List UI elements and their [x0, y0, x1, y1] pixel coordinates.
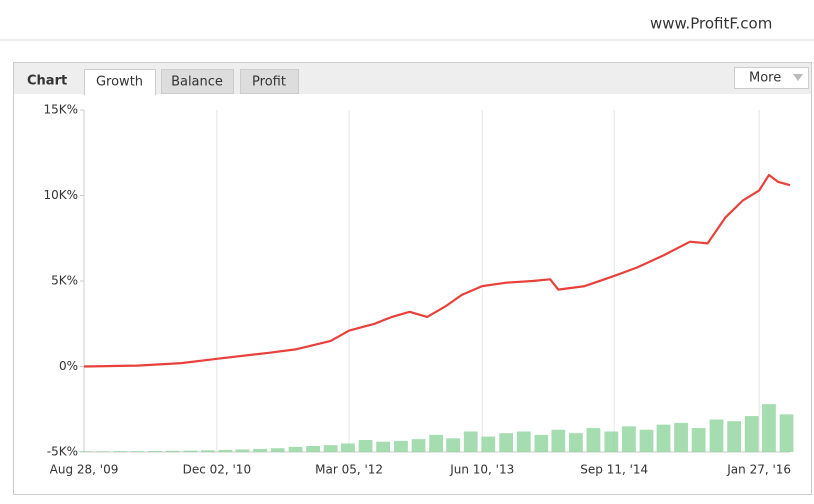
bar: [744, 416, 759, 452]
bar: [288, 446, 303, 452]
tab-label[interactable]: Growth: [96, 75, 143, 90]
tab[interactable]: [240, 69, 299, 94]
bar: [534, 434, 549, 452]
tab-label[interactable]: Balance: [171, 75, 223, 90]
bar: [218, 449, 233, 452]
bar: [656, 424, 671, 452]
bar: [674, 422, 688, 452]
more-button[interactable]: [734, 67, 809, 89]
x-tick-label: Aug 28, '09: [50, 463, 119, 477]
bar: [463, 431, 478, 452]
tab-label[interactable]: Profit: [252, 75, 286, 90]
bar: [429, 434, 444, 452]
x-tick-label: Jan 27, '16: [726, 463, 791, 477]
x-tick-label: Sep 11, '14: [580, 463, 648, 477]
y-tick-label: 10K%: [43, 188, 78, 202]
y-tick-label: -5K%: [47, 445, 78, 459]
tab[interactable]: [84, 69, 156, 95]
growth-line: [83, 173, 791, 368]
x-tick-label: Mar 05, '12: [315, 463, 383, 477]
top-bar: [0, 0, 814, 40]
y-tick-label: 0%: [59, 359, 78, 373]
bar: [604, 431, 619, 452]
bar: [499, 433, 514, 452]
bar: [639, 429, 654, 452]
bar: [727, 421, 741, 452]
bar: [446, 438, 461, 452]
bar: [148, 450, 162, 452]
tab[interactable]: [161, 69, 234, 94]
bar: [341, 443, 355, 452]
bar: [394, 440, 408, 452]
x-tick-label: Dec 02, '10: [183, 463, 252, 477]
bar: [411, 439, 426, 452]
bar: [622, 426, 636, 452]
y-tick-label: 15K%: [43, 103, 78, 117]
bar: [95, 451, 110, 452]
bar: [113, 451, 128, 452]
tab-join: [85, 92, 155, 96]
bar: [165, 450, 180, 452]
site-name: www.ProfitF.com: [650, 15, 772, 33]
bar: [306, 446, 320, 452]
bar: [691, 428, 706, 452]
bar: [78, 451, 93, 452]
bar: [201, 450, 215, 452]
bar: [516, 431, 531, 452]
dropdown-arrow: [793, 74, 803, 81]
y-tick-label: 5K%: [51, 274, 78, 288]
bar: [130, 451, 145, 452]
bar: [551, 429, 566, 452]
bar: [762, 404, 776, 452]
more-label[interactable]: More: [749, 71, 781, 86]
bar: [358, 440, 373, 452]
bar: [253, 448, 267, 452]
bar: [481, 436, 496, 452]
bar: [569, 433, 583, 452]
bar: [376, 441, 391, 452]
x-tick-label: Jun 10, '13: [449, 463, 514, 477]
bar: [235, 449, 250, 452]
bar: [709, 419, 724, 452]
bar: [779, 414, 794, 452]
bar: [586, 428, 601, 452]
bar: [323, 445, 338, 452]
bar: [270, 448, 285, 452]
panel: [13, 62, 812, 495]
bar: [183, 450, 198, 452]
panel-title: Chart: [27, 74, 67, 89]
